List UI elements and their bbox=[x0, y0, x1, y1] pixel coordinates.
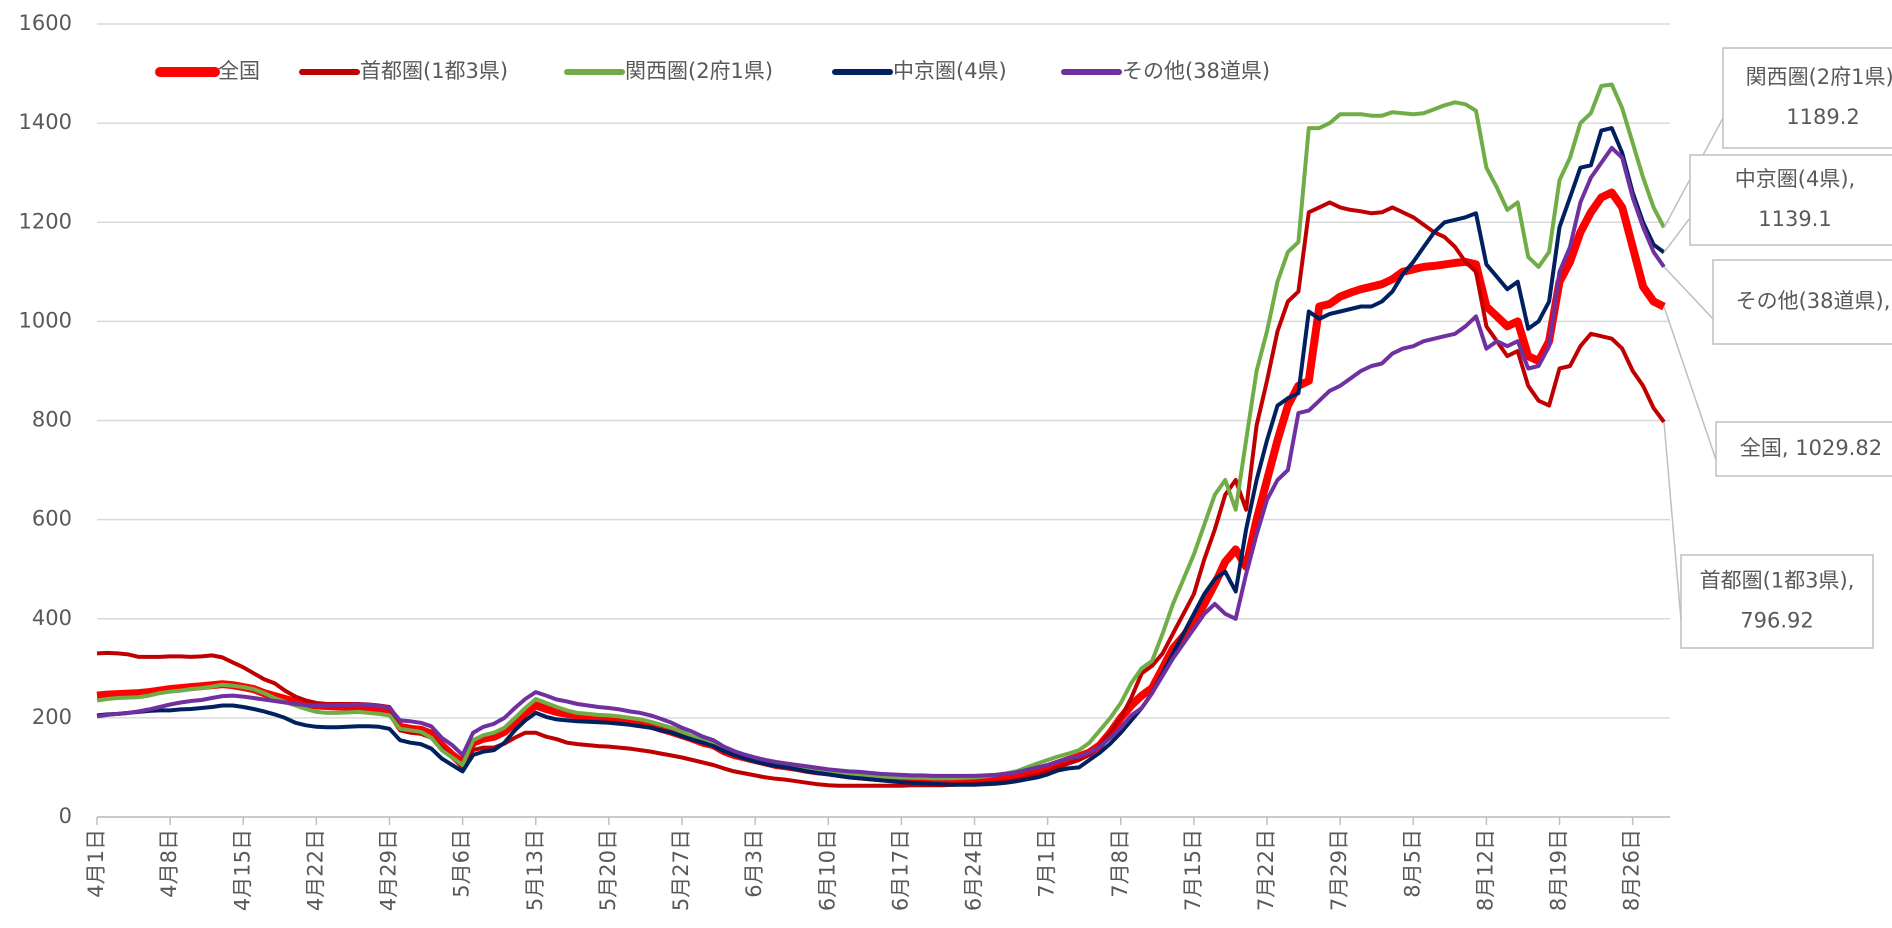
leader-line bbox=[1663, 217, 1691, 253]
y-tick-label: 800 bbox=[32, 408, 72, 432]
x-tick-label: 4月29日 bbox=[377, 829, 401, 911]
x-tick-label: 4月8日 bbox=[157, 829, 181, 898]
series-line bbox=[96, 188, 1666, 785]
x-tick-label: 7月22日 bbox=[1254, 829, 1278, 911]
legend-label: その他(38道県) bbox=[1122, 59, 1270, 83]
callout-box bbox=[1712, 259, 1892, 345]
callout-label: 1139.1 bbox=[1758, 207, 1831, 231]
y-tick-label: 600 bbox=[32, 507, 72, 531]
x-tick-label: 7月8日 bbox=[1108, 829, 1132, 898]
x-tick-label: 7月29日 bbox=[1327, 829, 1351, 911]
callout-label: 1189.2 bbox=[1786, 105, 1859, 129]
legend-label: 中京圏(4県) bbox=[893, 59, 1007, 83]
x-tick-label: 4月15日 bbox=[230, 829, 254, 911]
leader-line bbox=[1663, 266, 1714, 320]
legend-label: 首都圏(1都3県) bbox=[360, 59, 508, 83]
callout-box bbox=[1722, 47, 1892, 149]
series-line bbox=[96, 126, 1666, 787]
x-tick-label: 8月26日 bbox=[1620, 829, 1644, 911]
series-line bbox=[96, 145, 1666, 778]
x-tick-label: 7月1日 bbox=[1035, 829, 1059, 898]
x-tick-label: 4月1日 bbox=[84, 829, 108, 898]
callout-label: 中京圏(4県), bbox=[1735, 167, 1855, 191]
y-tick-label: 1000 bbox=[19, 308, 72, 332]
x-tick-label: 8月19日 bbox=[1547, 829, 1571, 911]
callout-label: その他(38道県), bbox=[1736, 289, 1891, 313]
callout-label: 全国, 1029.82 bbox=[1740, 436, 1882, 460]
series-line bbox=[96, 200, 1666, 788]
legend-label: 関西圏(2府1県) bbox=[625, 59, 773, 83]
x-tick-label: 7月15日 bbox=[1181, 829, 1205, 911]
legend-label: 全国 bbox=[218, 59, 260, 83]
y-tick-label: 400 bbox=[32, 606, 72, 630]
callout-box bbox=[1680, 554, 1874, 649]
callout-label: 首都圏(1都3県), bbox=[1700, 569, 1855, 593]
x-tick-label: 6月17日 bbox=[888, 829, 912, 911]
x-tick-label: 5月6日 bbox=[450, 829, 474, 898]
y-tick-label: 0 bbox=[59, 804, 72, 828]
x-tick-label: 6月10日 bbox=[815, 829, 839, 911]
x-tick-label: 8月12日 bbox=[1473, 829, 1497, 911]
x-tick-label: 4月22日 bbox=[303, 829, 327, 911]
y-tick-label: 200 bbox=[32, 705, 72, 729]
leader-line bbox=[1663, 306, 1717, 461]
x-tick-label: 5月27日 bbox=[669, 829, 693, 911]
callout-box bbox=[1715, 421, 1892, 477]
x-tick-label: 5月20日 bbox=[596, 829, 620, 911]
callout-label: 関西圏(2府1県), bbox=[1746, 65, 1892, 89]
series-line bbox=[96, 82, 1666, 781]
x-tick-label: 6月24日 bbox=[962, 829, 986, 911]
callout-label: 796.92 bbox=[1740, 609, 1813, 633]
y-tick-label: 1600 bbox=[19, 11, 72, 35]
y-tick-label: 1400 bbox=[19, 110, 72, 134]
x-tick-label: 6月3日 bbox=[742, 829, 766, 898]
y-tick-label: 1200 bbox=[19, 209, 72, 233]
x-tick-label: 5月13日 bbox=[523, 829, 547, 911]
x-tick-label: 8月5日 bbox=[1400, 829, 1424, 898]
leader-line bbox=[1663, 421, 1682, 621]
callout-box bbox=[1689, 154, 1892, 246]
